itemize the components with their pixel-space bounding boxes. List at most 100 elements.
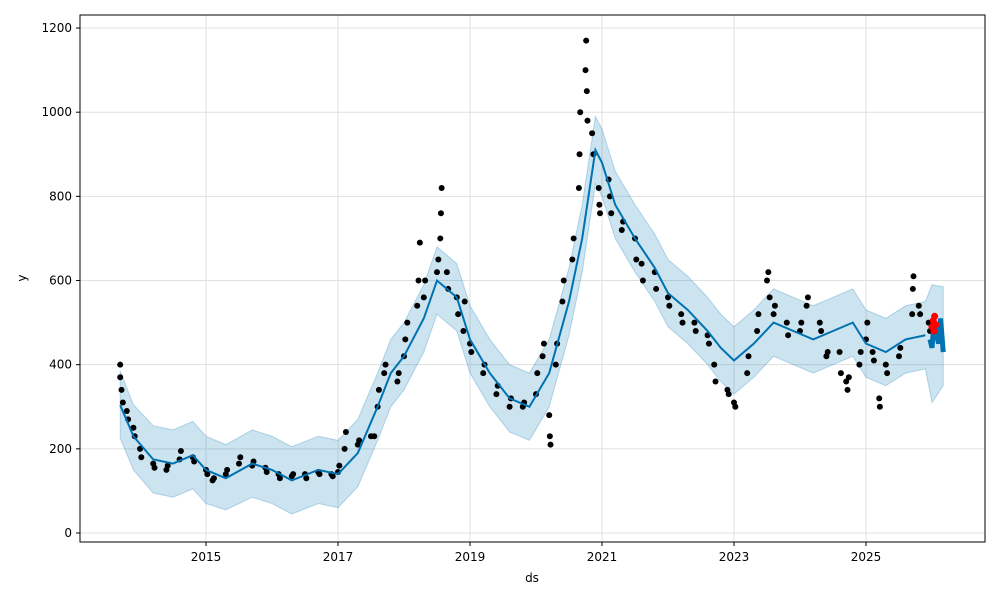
observed-point bbox=[460, 328, 467, 335]
y-ticks: 0 200 400 600 800 1000 1200 bbox=[41, 21, 80, 540]
observed-point bbox=[897, 344, 904, 351]
uncertainty-band-area bbox=[119, 114, 944, 515]
observed-point bbox=[764, 277, 770, 284]
observed-point bbox=[577, 109, 584, 116]
observed-point bbox=[824, 349, 831, 356]
observed-point bbox=[583, 37, 590, 44]
highlight-point bbox=[932, 321, 940, 329]
observed-point bbox=[785, 332, 792, 339]
y-tick-label: 1000 bbox=[41, 105, 72, 119]
observed-points bbox=[117, 37, 934, 484]
observed-point bbox=[678, 311, 685, 318]
observed-point bbox=[382, 361, 389, 368]
observed-point bbox=[896, 353, 902, 360]
observed-point bbox=[395, 370, 402, 377]
observed-point bbox=[117, 374, 124, 381]
observed-point bbox=[493, 391, 500, 398]
y-tick-label: 400 bbox=[49, 358, 72, 372]
observed-point bbox=[434, 269, 440, 276]
observed-point bbox=[679, 319, 686, 326]
observed-point bbox=[705, 340, 712, 347]
y-tick-label: 200 bbox=[49, 442, 72, 456]
observed-point bbox=[303, 475, 310, 482]
observed-point bbox=[582, 67, 589, 74]
observed-point bbox=[435, 256, 442, 263]
observed-point bbox=[608, 210, 615, 217]
observed-point bbox=[276, 475, 283, 482]
observed-point bbox=[130, 424, 137, 431]
observed-point bbox=[416, 239, 423, 246]
observed-point bbox=[783, 319, 790, 326]
observed-point bbox=[138, 454, 145, 461]
observed-point bbox=[123, 407, 130, 414]
observed-point bbox=[381, 370, 388, 377]
x-tick-label: 2017 bbox=[323, 550, 354, 564]
observed-point bbox=[869, 349, 876, 356]
observed-point bbox=[856, 361, 863, 368]
y-tick-label: 600 bbox=[49, 274, 72, 288]
observed-point bbox=[910, 273, 917, 280]
observed-point bbox=[534, 370, 541, 377]
observed-point bbox=[917, 311, 924, 318]
observed-point bbox=[915, 302, 922, 309]
observed-point bbox=[818, 328, 825, 335]
observed-point bbox=[177, 447, 184, 454]
observed-point bbox=[765, 269, 772, 276]
observed-point bbox=[876, 403, 883, 410]
observed-point bbox=[547, 441, 554, 448]
observed-point bbox=[909, 311, 916, 318]
observed-point bbox=[691, 319, 698, 326]
observed-point bbox=[371, 433, 378, 440]
x-tick-label: 2025 bbox=[851, 550, 882, 564]
observed-point bbox=[438, 184, 445, 191]
observed-point bbox=[770, 311, 777, 318]
observed-point bbox=[639, 277, 646, 284]
observed-point bbox=[443, 269, 450, 276]
observed-point bbox=[745, 353, 752, 360]
observed-point bbox=[422, 277, 429, 284]
observed-point bbox=[546, 412, 553, 419]
observed-point bbox=[480, 370, 487, 377]
observed-point bbox=[870, 357, 877, 364]
observed-point bbox=[118, 386, 125, 393]
observed-point bbox=[552, 361, 559, 368]
observed-point bbox=[692, 328, 699, 335]
observed-point bbox=[341, 445, 348, 452]
observed-point bbox=[766, 294, 773, 301]
observed-point bbox=[837, 370, 844, 377]
observed-point bbox=[437, 235, 444, 242]
observed-point bbox=[570, 235, 577, 242]
observed-point bbox=[191, 458, 198, 465]
observed-point bbox=[575, 184, 582, 191]
uncertainty-band bbox=[119, 114, 944, 515]
observed-point bbox=[633, 256, 640, 263]
forecast-line-path bbox=[119, 146, 926, 482]
observed-point bbox=[583, 88, 590, 95]
observed-point bbox=[437, 210, 444, 217]
highlight-points bbox=[928, 312, 940, 335]
observed-point bbox=[119, 399, 126, 406]
observed-point bbox=[402, 336, 409, 343]
observed-point bbox=[356, 437, 363, 444]
grid bbox=[80, 15, 985, 542]
observed-point bbox=[151, 464, 158, 471]
observed-point bbox=[164, 462, 171, 469]
observed-point bbox=[597, 210, 604, 217]
observed-point bbox=[236, 460, 242, 467]
observed-point bbox=[506, 403, 513, 410]
y-axis-label: y bbox=[15, 274, 29, 281]
observed-point bbox=[798, 319, 805, 326]
observed-point bbox=[725, 391, 732, 398]
observed-point bbox=[876, 395, 883, 402]
observed-point bbox=[845, 374, 852, 381]
observed-point bbox=[857, 349, 864, 356]
plot-frame bbox=[79, 14, 986, 543]
observed-point bbox=[336, 462, 343, 469]
y-tick-label: 1200 bbox=[41, 21, 72, 35]
observed-point bbox=[329, 473, 336, 480]
observed-point bbox=[844, 386, 851, 393]
highlight-point bbox=[930, 327, 938, 335]
observed-point bbox=[754, 328, 761, 335]
y-tick-label: 800 bbox=[49, 189, 72, 203]
observed-point bbox=[237, 454, 244, 461]
